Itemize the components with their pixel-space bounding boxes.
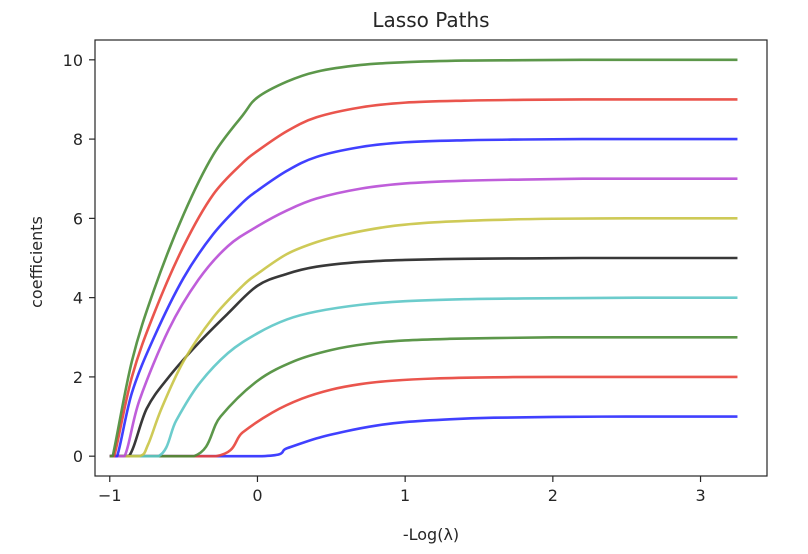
y-tick-label: 2 bbox=[73, 368, 83, 387]
series-line-10 bbox=[109, 58, 738, 458]
series-line-3 bbox=[109, 335, 738, 458]
series-line-7 bbox=[109, 177, 738, 458]
series-line-4 bbox=[109, 296, 738, 458]
y-tick-label: 4 bbox=[73, 289, 83, 308]
x-tick-label: 0 bbox=[252, 486, 262, 505]
series-line-6 bbox=[109, 217, 738, 458]
series-line-5 bbox=[109, 256, 738, 458]
ticks-layer: −1 0 1 2 3 0 2 4 6 8 10 bbox=[63, 51, 706, 505]
x-tick-label: 3 bbox=[695, 486, 705, 505]
series-line-8 bbox=[109, 137, 738, 458]
x-tick-label: −1 bbox=[98, 486, 122, 505]
series-line-2 bbox=[109, 375, 738, 458]
y-tick-label: 6 bbox=[73, 209, 83, 228]
y-tick-label: 10 bbox=[63, 51, 83, 70]
y-tick-label: 8 bbox=[73, 130, 83, 149]
chart-title: Lasso Paths bbox=[372, 8, 489, 32]
series-layer bbox=[109, 58, 738, 458]
series-line-1 bbox=[109, 415, 738, 458]
plot-frame bbox=[94, 39, 768, 477]
x-axis-label: -Log(λ) bbox=[403, 525, 459, 544]
x-tick-label: 2 bbox=[548, 486, 558, 505]
series-line-9 bbox=[109, 98, 738, 458]
y-tick-label: 0 bbox=[73, 447, 83, 466]
y-axis-label: coefficients bbox=[27, 216, 46, 308]
x-tick-label: 1 bbox=[400, 486, 410, 505]
